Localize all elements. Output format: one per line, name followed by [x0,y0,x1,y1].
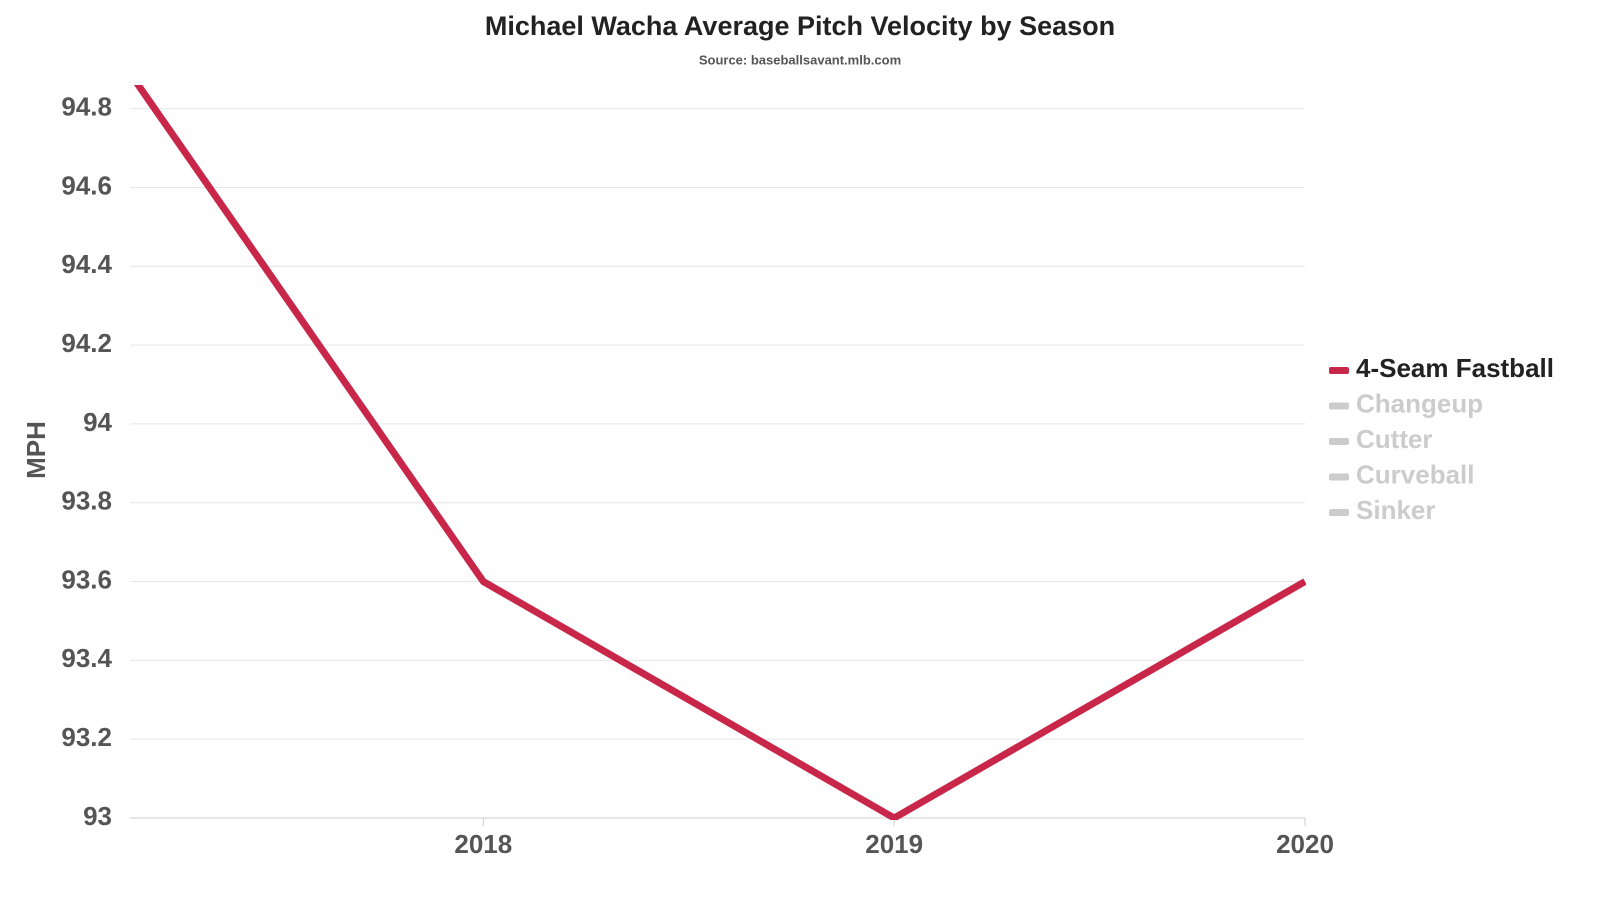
chart-subtitle: Source: baseballsavant.mlb.com [699,52,901,67]
y-tick-label: 93 [83,801,112,831]
y-tick-label: 94.6 [61,170,112,200]
y-tick-label: 93.4 [61,643,112,673]
x-tick-label: 2020 [1276,829,1334,859]
legend-label: Cutter [1356,424,1433,454]
y-axis-label: MPH [21,421,51,479]
legend-swatch [1329,402,1349,410]
legend-label: Curveball [1356,459,1475,489]
series-line [133,85,1306,820]
y-tick-label: 93.8 [61,486,112,516]
y-tick-label: 93.6 [61,564,112,594]
legend-swatch [1329,367,1349,374]
y-tick-label: 94.4 [61,249,112,279]
x-tick-label: 2018 [454,829,512,859]
y-tick-label: 94.2 [61,328,112,358]
legend-label: Changeup [1356,388,1483,418]
legend-label: Sinker [1356,495,1436,525]
x-tick-label: 2019 [865,829,923,859]
legend-label: 4-Seam Fastball [1356,353,1554,383]
y-tick-label: 93.2 [61,722,112,752]
legend-swatch [1329,473,1349,481]
legend-swatch [1329,438,1349,445]
legend-swatch [1329,509,1349,516]
chart-title: Michael Wacha Average Pitch Velocity by … [485,11,1115,41]
y-tick-label: 94.8 [61,92,112,122]
y-tick-label: 94 [83,407,112,437]
